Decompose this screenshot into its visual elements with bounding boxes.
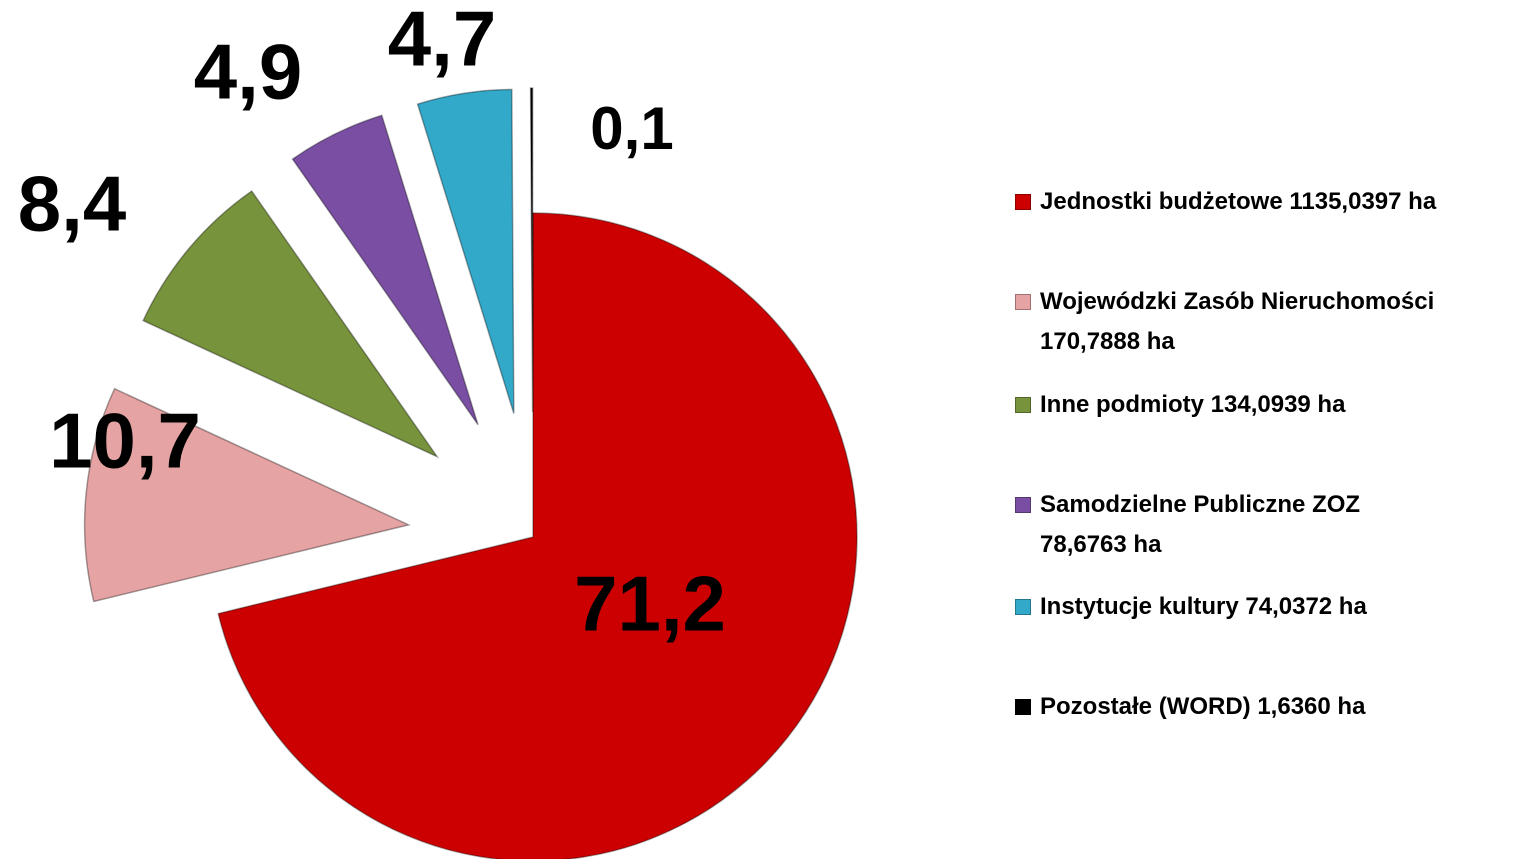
legend-label: Wojewódzki Zasób Nieruchomości 170,7888 … bbox=[1040, 288, 1435, 355]
legend-entry: Pozostałe (WORD) 1,6360 ha bbox=[1015, 687, 1525, 727]
legend-swatch bbox=[1015, 497, 1031, 513]
pie-slice bbox=[217, 212, 858, 859]
legend-label: Inne podmioty 134,0939 ha bbox=[1040, 391, 1346, 418]
data-label: 4,9 bbox=[194, 28, 302, 116]
legend-label: Pozostałe (WORD) 1,6360 ha bbox=[1040, 693, 1366, 720]
legend-label: Jednostki budżetowe 1135,0397 ha bbox=[1040, 188, 1437, 215]
data-label: 8,4 bbox=[18, 160, 126, 248]
legend-swatch bbox=[1015, 397, 1031, 413]
legend-entry: Wojewódzki Zasób Nieruchomości 170,7888 … bbox=[1015, 282, 1480, 362]
legend-swatch bbox=[1015, 699, 1031, 715]
pie-slice bbox=[142, 190, 440, 459]
legend-swatch bbox=[1015, 599, 1031, 615]
legend-entry: Instytucje kultury 74,0372 ha bbox=[1015, 587, 1525, 627]
pie-slice bbox=[416, 88, 515, 414]
legend-swatch bbox=[1015, 294, 1031, 310]
pie-slice bbox=[291, 114, 479, 426]
pie-slice bbox=[83, 387, 411, 603]
legend-label: Instytucje kultury 74,0372 ha bbox=[1040, 593, 1367, 620]
legend-label: Samodzielne Publiczne ZOZ 78,6763 ha bbox=[1040, 491, 1361, 558]
pie-slice bbox=[529, 87, 534, 413]
data-label: 71,2 bbox=[574, 560, 726, 648]
data-label: 10,7 bbox=[49, 397, 201, 485]
data-label: 4,7 bbox=[388, 0, 496, 83]
legend-entry: Inne podmioty 134,0939 ha bbox=[1015, 385, 1525, 425]
legend-swatch bbox=[1015, 194, 1031, 210]
data-label: 0,1 bbox=[590, 95, 673, 162]
legend-entry: Samodzielne Publiczne ZOZ 78,6763 ha bbox=[1015, 485, 1440, 565]
legend-entry: Jednostki budżetowe 1135,0397 ha bbox=[1015, 182, 1525, 222]
